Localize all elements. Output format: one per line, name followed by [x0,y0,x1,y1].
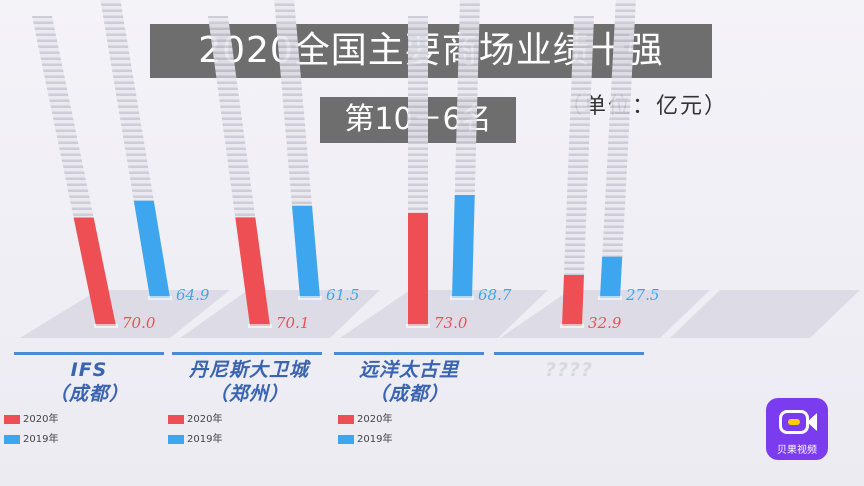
legend-group-3: 2020年 2019年 [338,410,392,445]
category-underline [172,352,322,355]
bar-2020-1 [73,217,116,326]
category-label-3: 远洋太古里 （成都） [334,358,484,406]
bar-2020-4-value-label: 32.9 [588,314,622,332]
app-watermark-logo: 贝果视频 [766,398,828,460]
legend-swatch-2019 [168,434,184,444]
logo-eye-icon [788,419,800,425]
category-underline [494,352,644,355]
legend-group-2: 2020年 2019年 [168,410,222,445]
legend-swatch-2019 [4,434,20,444]
bar-2020-1-value-label: 70.0 [122,314,156,332]
bar-2020-2-value-label: 70.1 [276,314,309,332]
bar-2019-4 [600,256,623,298]
bar-2019-2-value-label: 61.5 [326,286,359,304]
category-underline [334,352,484,355]
app-name: 贝果视频 [777,445,817,456]
bar-2020-2-base [248,324,272,328]
category-underline [14,352,164,355]
category-label-1: IFS （成都） [14,358,164,406]
floor-tile-3 [340,290,548,338]
category-label-3-text: 远洋太古里 （成都） [358,359,459,405]
legend-item-2020: 2020年 [168,410,222,425]
bar-2020-4 [562,275,584,326]
bar-2019-3 [452,194,475,298]
bar-2019-3-base [450,296,474,300]
legend-item-2020: 2020年 [338,410,392,425]
bar-2019-1-base [148,296,172,300]
legend-label-2020: 2020年 [23,414,59,425]
bar-2019-4-base [598,296,622,300]
legend-swatch-2019 [338,434,354,444]
camera-lens-icon [807,413,817,431]
bar-2020-1-base [94,324,118,328]
legend-label-2019: 2019年 [187,434,223,445]
bar-2019-4-value-label: 27.5 [625,286,659,304]
bar-2020-4-ghost [562,16,594,326]
legend-label-2019: 2019年 [357,434,393,445]
legend-item-2019: 2019年 [4,430,58,445]
bar-2020-3-value-label: 73.0 [434,314,468,332]
bar-2019-4-ghost [600,0,636,298]
bar-2020-4-base [560,324,584,328]
bar-2019-1-value-label: 64.9 [176,286,210,304]
legend-label-2020: 2020年 [357,414,393,425]
bar-2019-2-base [298,296,322,300]
legend-item-2019: 2019年 [338,430,392,445]
bar-2020-3 [408,212,428,326]
bar-2020-3-base [406,324,430,328]
bar-2019-2 [292,205,320,298]
floor-tile-4 [500,290,710,338]
legend-item-2019: 2019年 [168,430,222,445]
bar-2019-3-value-label: 68.7 [478,286,512,304]
category-label-4: ???? [494,358,644,382]
legend-label-2019: 2019年 [23,434,59,445]
floor-tile-5 [670,290,860,338]
legend-item-2020: 2020年 [4,410,58,425]
category-label-2-text: 丹尼斯大卫城 （郑州） [188,359,309,405]
category-label-4-text: ???? [544,359,594,381]
legend-label-2020: 2020年 [187,414,223,425]
legend-swatch-2020 [4,414,20,424]
bar-2019-1 [133,200,170,298]
category-label-2: 丹尼斯大卫城 （郑州） [164,358,334,406]
category-label-1-text: IFS （成都） [48,359,129,405]
floor-tile-1 [20,290,230,338]
legend-group-1: 2020年 2019年 [4,410,58,445]
floor-tile-2 [180,290,380,338]
legend-swatch-2020 [338,414,354,424]
bar-2020-2 [235,217,270,326]
legend-swatch-2020 [168,414,184,424]
